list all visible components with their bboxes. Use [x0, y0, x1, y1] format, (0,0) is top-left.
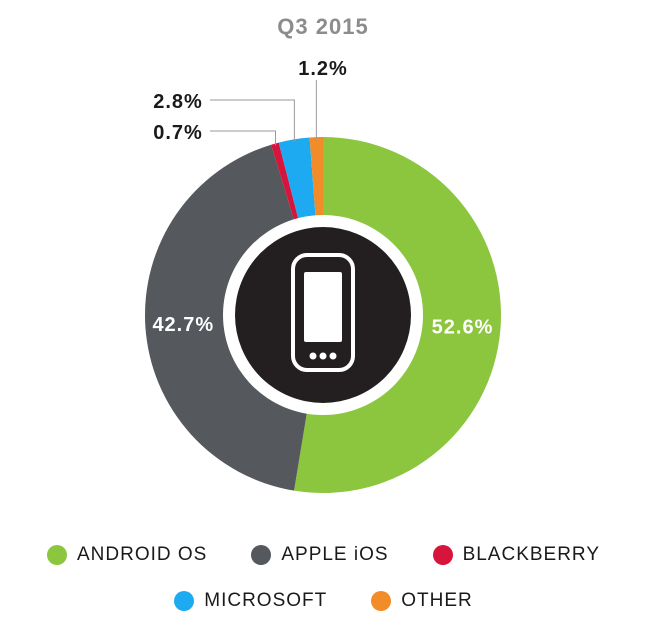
leader-microsoft	[210, 99, 295, 142]
chart-title: Q3 2015	[277, 14, 368, 39]
legend-swatch-blackberry	[432, 545, 453, 565]
smartphone-icon	[291, 253, 355, 372]
legend-row-2: MICROSOFT OTHER	[0, 590, 647, 612]
legend-label-android: ANDROID OS	[76, 544, 208, 565]
label-other: 1.2%	[298, 58, 348, 80]
legend-swatch-apple	[251, 545, 272, 565]
slice-labels: 52.6% 42.7% 0.7% 2.8% 1.2%	[152, 58, 494, 338]
label-android-os: 52.6%	[432, 316, 494, 338]
leader-blackberry	[210, 130, 276, 146]
legend-item-other: OTHER	[371, 590, 473, 612]
legend-swatch-microsoft	[174, 591, 195, 611]
legend-swatch-other	[371, 591, 392, 611]
legend-label-other: OTHER	[401, 590, 473, 611]
donut-chart: Q3 2015 52.6% 42.7% 0.7% 2.8% 1.2%	[144, 14, 501, 493]
legend-item-blackberry: BLACKBERRY	[432, 544, 600, 566]
legend-item-microsoft: MICROSOFT	[174, 590, 327, 612]
center-badge	[223, 215, 423, 415]
legend-swatch-android	[46, 545, 67, 565]
label-apple-ios: 42.7%	[152, 314, 214, 336]
legend-label-microsoft: MICROSOFT	[204, 590, 328, 611]
legend-label-apple: APPLE iOS	[281, 544, 389, 565]
legend-row-1: ANDROID OS APPLE iOS BLACKBERRY	[0, 544, 647, 566]
legend-item-android: ANDROID OS	[46, 544, 208, 566]
legend-label-blackberry: BLACKBERRY	[462, 544, 600, 565]
legend-item-apple: APPLE iOS	[251, 544, 388, 566]
leader-lines	[210, 80, 317, 146]
label-microsoft: 2.8%	[153, 91, 203, 113]
label-blackberry: 0.7%	[153, 122, 203, 144]
